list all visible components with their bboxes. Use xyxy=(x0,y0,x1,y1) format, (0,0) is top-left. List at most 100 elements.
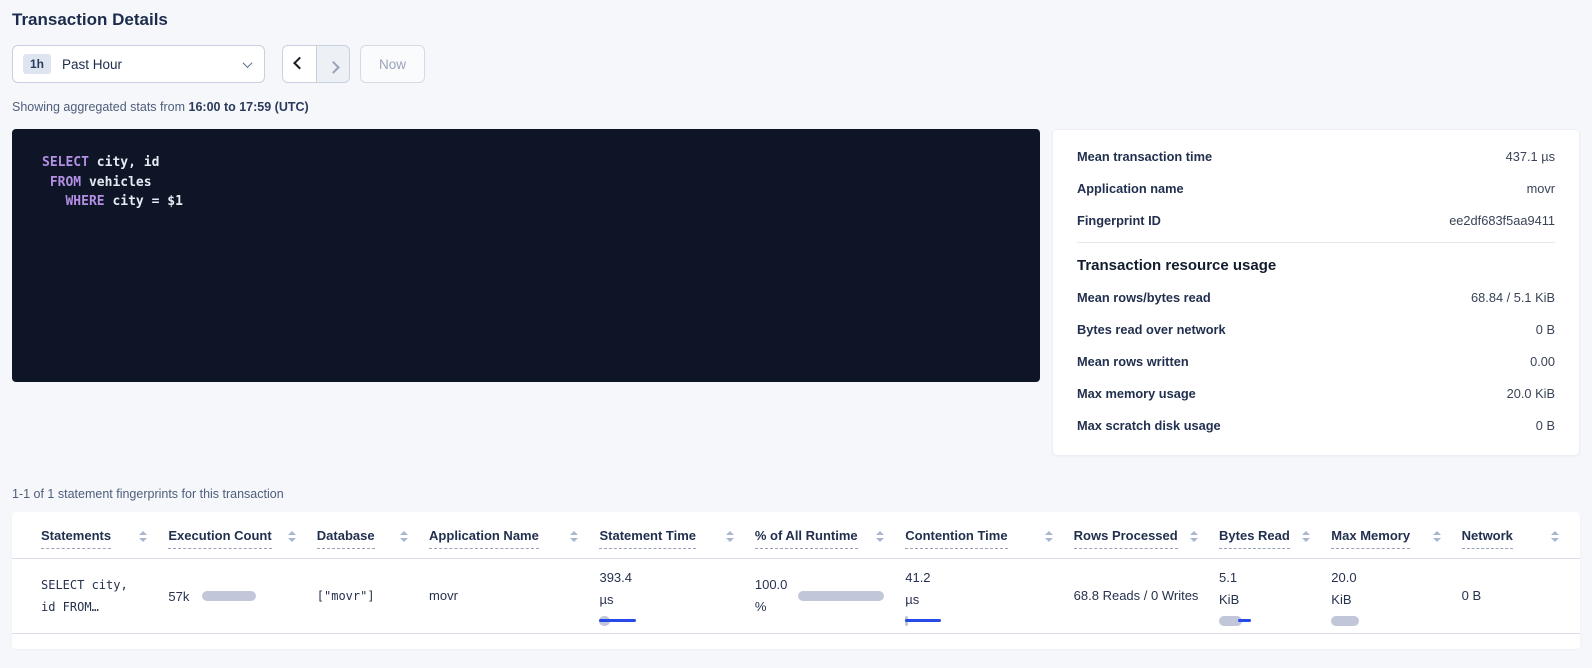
rows-processed-value: 68.8 Reads / 0 Writes xyxy=(1073,588,1199,603)
execution-count-value: 57k xyxy=(168,588,190,604)
sql-statement: SELECT city, id FROM vehicles WHERE city… xyxy=(42,153,1010,212)
column-header-pct-of-all-runtime[interactable]: % of All Runtime xyxy=(754,512,906,559)
application-name-value: movr xyxy=(429,588,458,603)
bytes-read-value: 5.1 KiB xyxy=(1219,569,1240,607)
column-label: Network xyxy=(1461,528,1513,549)
sort-icon[interactable] xyxy=(139,528,148,542)
column-header-statement-time[interactable]: Statement Time xyxy=(599,512,755,559)
chevron-right-icon xyxy=(326,60,340,74)
time-controls: 1h Past Hour Now xyxy=(12,45,1580,83)
statements-table-card: Statements Execution Count Database Appl… xyxy=(12,512,1580,649)
column-header-database[interactable]: Database xyxy=(316,512,430,559)
stats-prefix: Showing aggregated stats from xyxy=(12,100,189,114)
summary-value: 0 B xyxy=(1535,417,1555,433)
cell-contention-time: 41.2 µs xyxy=(905,558,1074,634)
summary-row-bytes-read-over-network: Bytes read over network 0 B xyxy=(1077,313,1555,345)
chevron-left-icon xyxy=(293,56,306,69)
aggregated-stats-line: Showing aggregated stats from 16:00 to 1… xyxy=(12,100,1580,114)
sort-icon[interactable] xyxy=(1190,528,1199,542)
summary-label: Mean rows written xyxy=(1077,353,1189,369)
cell-execution-count: 57k xyxy=(168,558,317,634)
summary-label: Application name xyxy=(1077,180,1184,196)
cell-application-name: movr xyxy=(429,558,600,634)
column-header-max-memory[interactable]: Max Memory xyxy=(1331,512,1462,559)
summary-row-mean-transaction-time: Mean transaction time 437.1 µs xyxy=(1077,140,1555,172)
sort-icon[interactable] xyxy=(1044,528,1053,542)
now-button[interactable]: Now xyxy=(360,45,426,83)
column-header-contention-time[interactable]: Contention Time xyxy=(905,512,1074,559)
sort-icon[interactable] xyxy=(876,528,885,542)
summary-label: Max memory usage xyxy=(1077,385,1196,401)
statements-table: Statements Execution Count Database Appl… xyxy=(12,512,1580,634)
summary-row-max-scratch-disk-usage: Max scratch disk usage 0 B xyxy=(1077,409,1555,441)
summary-label: Mean rows/bytes read xyxy=(1077,289,1211,305)
column-label: Contention Time xyxy=(905,528,1008,549)
summary-value: 68.84 / 5.1 KiB xyxy=(1471,289,1555,305)
sql-text: vehicles xyxy=(81,174,152,190)
column-header-bytes-read[interactable]: Bytes Read xyxy=(1219,512,1332,559)
column-label: Bytes Read xyxy=(1219,528,1290,549)
summary-value: movr xyxy=(1526,180,1555,196)
column-header-rows-processed[interactable]: Rows Processed xyxy=(1073,512,1220,559)
sql-keyword: WHERE xyxy=(42,194,105,209)
sort-icon[interactable] xyxy=(400,528,409,542)
contention-time-bar xyxy=(905,615,943,626)
column-header-application-name[interactable]: Application Name xyxy=(429,512,600,559)
summary-value: 20.0 KiB xyxy=(1506,385,1555,401)
sort-icon[interactable] xyxy=(725,528,734,542)
previous-interval-button[interactable] xyxy=(283,46,316,82)
transaction-summary-card: Mean transaction time 437.1 µs Applicati… xyxy=(1052,129,1580,456)
column-header-network[interactable]: Network xyxy=(1461,512,1580,559)
column-header-execution-count[interactable]: Execution Count xyxy=(168,512,317,559)
column-label: Database xyxy=(316,528,375,549)
summary-row-max-memory-usage: Max memory usage 20.0 KiB xyxy=(1077,377,1555,409)
cell-rows-processed: 68.8 Reads / 0 Writes xyxy=(1073,558,1220,634)
statement-fingerprint-link[interactable]: SELECT city, id FROM… xyxy=(41,578,128,614)
sql-keyword: SELECT xyxy=(42,155,89,170)
cell-statement-time: 393.4 µs xyxy=(599,558,755,634)
cell-network: 0 B xyxy=(1461,558,1580,634)
column-label: % of All Runtime xyxy=(754,528,858,549)
summary-value: 0.00 xyxy=(1530,353,1555,369)
cell-bytes-read: 5.1 KiB xyxy=(1219,558,1332,634)
sort-icon[interactable] xyxy=(1302,528,1311,542)
sql-text: city, id xyxy=(88,155,160,170)
summary-value: 437.1 µs xyxy=(1505,148,1555,164)
summary-label: Fingerprint ID xyxy=(1077,212,1161,228)
cell-pct-of-all-runtime: 100.0 % xyxy=(754,558,906,634)
database-value: ["movr"] xyxy=(316,589,375,603)
execution-count-bar xyxy=(202,591,257,601)
statement-time-value: 393.4 µs xyxy=(599,569,633,607)
sql-text: city = $1 xyxy=(104,194,183,209)
contention-time-value: 41.2 µs xyxy=(905,569,931,607)
sort-icon[interactable] xyxy=(287,528,296,542)
pct-runtime-value: 100.0 % xyxy=(754,577,788,614)
statement-row: SELECT city, id FROM… 57k ["movr"] movr … xyxy=(12,558,1580,634)
summary-divider xyxy=(1077,242,1555,243)
main-split: SELECT city, id FROM vehicles WHERE city… xyxy=(12,129,1580,456)
sort-icon[interactable] xyxy=(1432,528,1441,542)
summary-value: ee2df683f5aa9411 xyxy=(1449,212,1555,228)
summary-row-fingerprint-id: Fingerprint ID ee2df683f5aa9411 xyxy=(1077,204,1555,236)
time-range-label: Past Hour xyxy=(62,56,123,72)
cell-statements[interactable]: SELECT city, id FROM… xyxy=(12,558,169,634)
chevron-down-icon xyxy=(242,57,253,68)
sort-icon[interactable] xyxy=(1551,528,1559,542)
network-value: 0 B xyxy=(1461,588,1482,603)
time-range-badge: 1h xyxy=(23,54,52,74)
time-range-dropdown[interactable]: 1h Past Hour xyxy=(12,45,265,83)
next-interval-button[interactable] xyxy=(316,46,349,82)
summary-value: 0 B xyxy=(1535,321,1555,337)
sort-icon[interactable] xyxy=(570,528,579,542)
column-label: Max Memory xyxy=(1331,528,1411,549)
sql-keyword: FROM xyxy=(42,174,82,190)
stats-time-range: 16:00 to 17:59 (UTC) xyxy=(188,100,309,114)
max-memory-bar xyxy=(1331,615,1360,626)
column-label: Execution Count xyxy=(168,528,272,549)
column-header-statements[interactable]: Statements xyxy=(12,512,169,559)
resource-usage-section-title: Transaction resource usage xyxy=(1077,257,1277,274)
time-step-buttons xyxy=(282,45,350,83)
statement-time-bar xyxy=(599,615,637,626)
summary-label: Bytes read over network xyxy=(1077,321,1226,337)
